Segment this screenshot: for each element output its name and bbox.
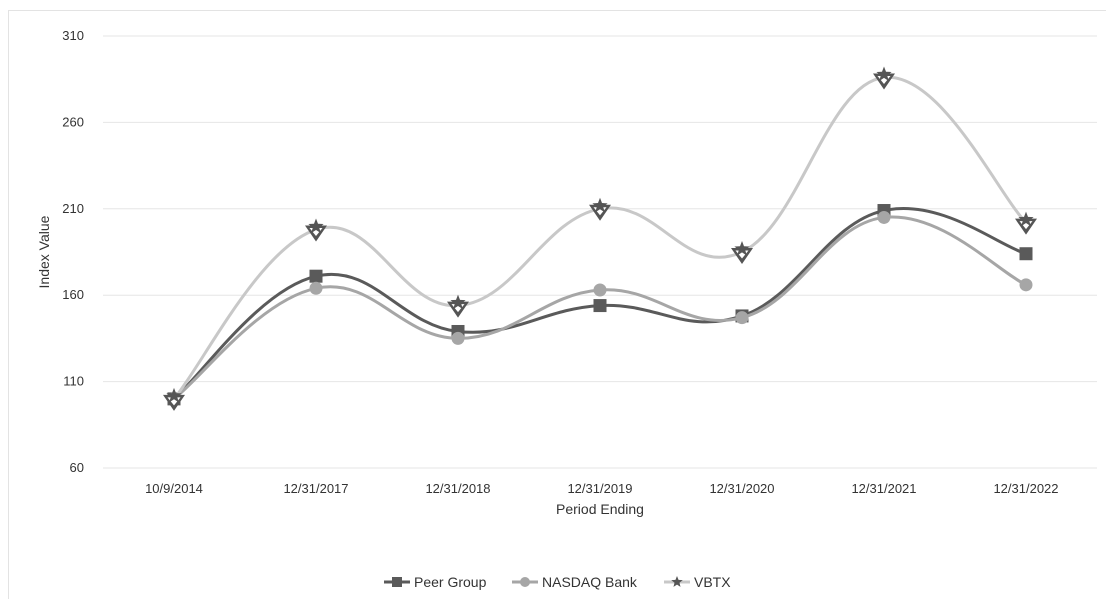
data-point — [593, 283, 607, 297]
data-point — [873, 66, 895, 90]
x-tick-label: 12/31/2018 — [425, 481, 490, 496]
gridlines — [103, 35, 1097, 469]
legend: Peer Group NASDAQ Bank VBTX — [384, 574, 731, 590]
series-line — [172, 75, 1028, 400]
y-tick-label: 160 — [62, 287, 84, 302]
legend-item: VBTX — [664, 574, 731, 590]
data-point — [447, 294, 469, 318]
data-point — [731, 241, 753, 264]
data-point — [1019, 247, 1033, 261]
series-group — [163, 66, 1037, 411]
y-tick-label: 210 — [62, 201, 84, 216]
frame-top-border — [8, 10, 1106, 11]
legend-label: Peer Group — [414, 574, 487, 590]
data-point — [1019, 278, 1033, 292]
data-point — [163, 387, 185, 411]
legend-marker — [520, 577, 530, 587]
legend-marker — [671, 576, 683, 587]
data-point — [309, 269, 323, 283]
frame-left-border — [8, 10, 9, 599]
y-tick-label: 110 — [63, 374, 84, 389]
legend-label: NASDAQ Bank — [542, 574, 638, 590]
legend-marker — [392, 577, 402, 587]
series-vbtx — [163, 66, 1037, 411]
data-point — [877, 210, 891, 224]
x-axis-title: Period Ending — [556, 501, 644, 517]
x-tick-label: 12/31/2021 — [851, 481, 916, 496]
data-point — [593, 299, 607, 313]
x-tick-label: 12/31/2017 — [283, 481, 348, 496]
data-point — [309, 281, 323, 295]
y-tick-label: 310 — [62, 28, 84, 43]
x-tick-label: 10/9/2014 — [145, 481, 203, 496]
x-tick-label: 12/31/2022 — [993, 481, 1058, 496]
series-peer-group — [167, 204, 1033, 406]
x-tick-label: 12/31/2020 — [709, 481, 774, 496]
legend-label: VBTX — [694, 574, 731, 590]
y-axis-ticks: 60 110 160 210 260 310 — [62, 28, 84, 475]
data-point — [735, 311, 749, 325]
data-point — [305, 218, 327, 242]
x-tick-label: 12/31/2019 — [567, 481, 632, 496]
legend-item: NASDAQ Bank — [512, 574, 638, 590]
data-point — [589, 197, 611, 221]
y-tick-label: 260 — [62, 114, 84, 129]
x-axis-ticks: 10/9/2014 12/31/2017 12/31/2018 12/31/2019 1… — [145, 481, 1058, 496]
y-axis-title: Index Value — [36, 215, 52, 288]
data-point — [451, 331, 465, 345]
legend-item: Peer Group — [384, 574, 487, 590]
data-point — [1015, 211, 1037, 235]
y-tick-label: 60 — [70, 460, 84, 475]
